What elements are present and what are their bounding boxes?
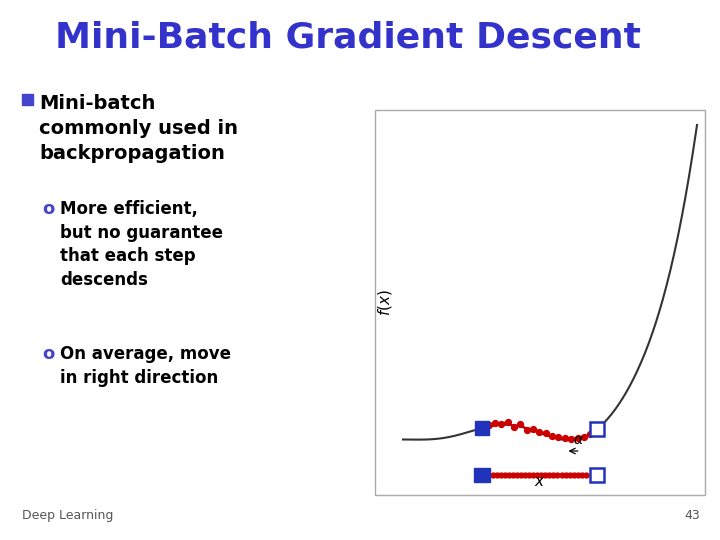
Point <box>527 424 539 433</box>
Bar <box>22 94 33 105</box>
Point <box>585 430 596 438</box>
Point <box>490 418 501 427</box>
Point <box>477 423 488 432</box>
Point <box>559 434 570 442</box>
Text: On average, move
in right direction: On average, move in right direction <box>60 345 231 387</box>
Text: Mini-batch
commonly used in
backpropagation: Mini-batch commonly used in backpropagat… <box>39 94 238 163</box>
Point <box>540 429 552 437</box>
Point <box>578 433 590 441</box>
Bar <box>474 468 490 482</box>
Text: More efficient,
but no guarantee
that each step
descends: More efficient, but no guarantee that ea… <box>60 200 223 289</box>
Point <box>565 435 577 443</box>
Text: Deep Learning: Deep Learning <box>22 509 113 522</box>
Text: $f(x)$: $f(x)$ <box>376 289 394 316</box>
Point <box>591 425 603 434</box>
Point <box>515 420 526 428</box>
Text: Mini-Batch Gradient Descent: Mini-Batch Gradient Descent <box>55 20 641 54</box>
Text: 43: 43 <box>684 509 700 522</box>
Text: o: o <box>42 200 54 218</box>
Text: $x$: $x$ <box>534 474 546 489</box>
Point <box>546 432 558 441</box>
Point <box>483 420 495 429</box>
Text: $\alpha$: $\alpha$ <box>573 433 584 447</box>
Point <box>553 433 564 442</box>
Text: o: o <box>42 345 54 363</box>
Point <box>521 425 533 434</box>
Bar <box>475 421 490 435</box>
Bar <box>590 422 603 436</box>
Point <box>572 433 583 442</box>
Point <box>495 419 507 428</box>
Point <box>502 417 513 426</box>
Point <box>534 427 545 436</box>
Bar <box>590 468 603 482</box>
Bar <box>375 110 705 495</box>
Point <box>508 423 520 431</box>
